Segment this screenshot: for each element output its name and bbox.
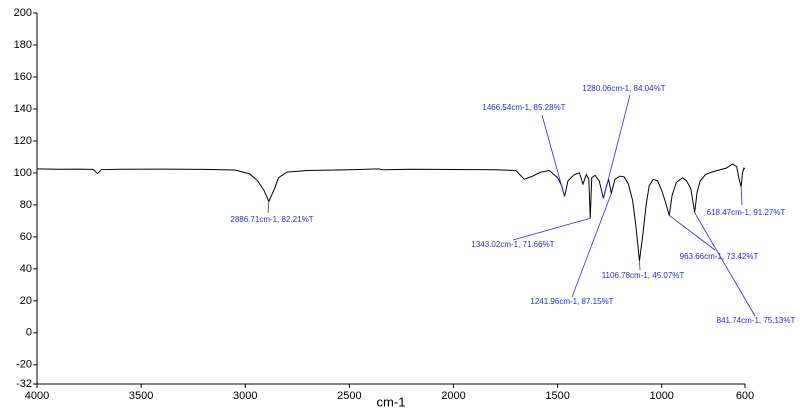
annotation-label: 963.66cm-1, 73.42%T xyxy=(680,252,759,261)
y-tick-label: 100 xyxy=(14,167,32,179)
annotation-leader xyxy=(571,193,612,298)
y-tick-label: 40 xyxy=(20,263,32,275)
annotation-leader xyxy=(267,201,270,214)
x-tick-label: 600 xyxy=(736,390,754,402)
x-tick-label: 4000 xyxy=(25,390,49,402)
annotation-label: 1241.96cm-1, 87.15%T xyxy=(530,297,613,306)
annotation-leader xyxy=(541,114,565,197)
y-tick-label: -20 xyxy=(16,359,32,371)
annotation-label: 618.47cm-1, 91.27%T xyxy=(707,208,786,217)
x-tick-label: 3000 xyxy=(233,390,257,402)
y-tick-label: 140 xyxy=(14,103,32,115)
y-tick-label: 120 xyxy=(14,135,32,147)
annotation-leader xyxy=(639,260,641,271)
annotation-leader xyxy=(603,94,631,199)
y-tick-label: 180 xyxy=(14,39,32,51)
annotation-label: 1343.02cm-1, 71.66%T xyxy=(471,240,554,249)
y-tick-label: 200 xyxy=(14,7,32,19)
annotation-leader xyxy=(694,212,756,317)
x-tick-label: 2000 xyxy=(441,390,465,402)
x-tick-label: 3500 xyxy=(129,390,153,402)
annotation-leader xyxy=(512,217,591,241)
x-tick-label: 2500 xyxy=(337,390,361,402)
y-tick-label: 0 xyxy=(26,327,32,339)
annotation-leader xyxy=(669,215,716,251)
x-tick-label: 1500 xyxy=(545,390,569,402)
annotation-label: 841.74cm-1, 75.13%T xyxy=(717,316,796,325)
annotation-label: 2886.71cm-1, 82.21%T xyxy=(230,215,313,224)
x-axis-label: cm-1 xyxy=(377,394,406,409)
y-tick-label: 60 xyxy=(20,231,32,243)
annotation-label: 1466.54cm-1, 85.28%T xyxy=(482,103,565,112)
y-tick-label: 80 xyxy=(20,199,32,211)
y-tick-label: -32 xyxy=(16,378,32,390)
y-tick-label: 20 xyxy=(20,295,32,307)
x-tick-label: 1000 xyxy=(649,390,673,402)
annotation-label: 1280.06cm-1, 84.04%T xyxy=(582,84,665,93)
annotation-leader xyxy=(740,186,743,206)
annotation-label: 1106.78cm-1, 45.07%T xyxy=(602,271,685,280)
spectrum-line xyxy=(36,163,746,261)
y-tick-label: 160 xyxy=(14,71,32,83)
